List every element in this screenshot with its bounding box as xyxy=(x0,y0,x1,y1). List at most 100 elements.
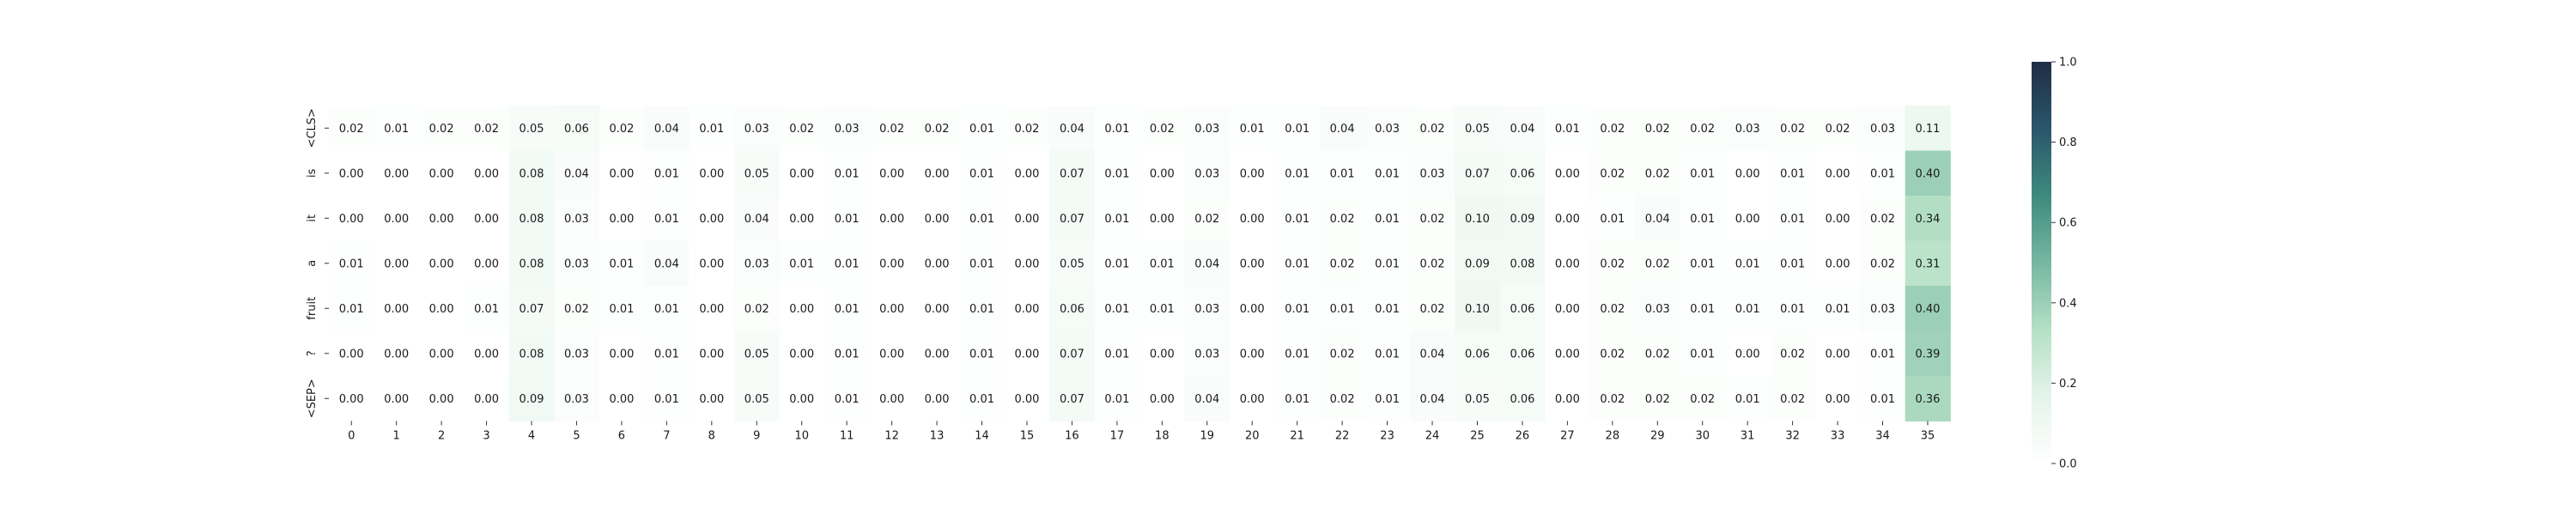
heatmap-cell xyxy=(734,376,781,422)
cell-value-label: 0.01 xyxy=(1735,258,1760,270)
cell-value-label: 0.00 xyxy=(1555,167,1580,180)
heatmap-cell xyxy=(1724,150,1771,197)
heatmap-cell xyxy=(914,240,960,287)
cell-value-label: 0.02 xyxy=(1420,123,1445,136)
cell-value-label: 0.01 xyxy=(1285,258,1309,270)
heatmap-cell xyxy=(1409,196,1455,242)
x-tick-label: 15 xyxy=(1020,430,1035,443)
x-tick-label: 28 xyxy=(1606,430,1620,443)
heatmap-cell xyxy=(1230,106,1276,152)
cell-value-label: 0.03 xyxy=(1735,123,1760,136)
heatmap-cell xyxy=(1139,330,1186,377)
cell-value-label: 0.01 xyxy=(1690,303,1715,316)
heatmap-cell xyxy=(1680,150,1726,197)
cell-value-label: 0.03 xyxy=(1194,348,1219,360)
cell-value-label: 0.01 xyxy=(969,213,994,226)
heatmap-cell xyxy=(959,240,1005,287)
heatmap-cell xyxy=(1499,196,1546,242)
cell-value-label: 0.02 xyxy=(1420,213,1445,226)
cell-value-label: 0.00 xyxy=(1150,213,1175,226)
cell-value-label: 0.03 xyxy=(1870,303,1895,316)
cell-value-label: 0.00 xyxy=(429,258,454,270)
cell-value-label: 0.01 xyxy=(1330,303,1355,316)
cell-value-label: 0.00 xyxy=(609,393,634,406)
heatmap-cell xyxy=(1770,150,1816,197)
cell-value-label: 0.00 xyxy=(879,258,904,270)
x-tick-label: 33 xyxy=(1831,430,1845,443)
heatmap-cell xyxy=(1184,150,1230,197)
heatmap-cell xyxy=(1184,196,1230,242)
heatmap-cell xyxy=(1455,150,1501,197)
cell-value-label: 0.01 xyxy=(835,167,860,180)
x-tick-label: 32 xyxy=(1785,430,1800,443)
colorbar-tick-label: 1.0 xyxy=(2059,57,2077,70)
cell-value-label: 0.02 xyxy=(1014,123,1039,136)
heatmap-cell xyxy=(1455,196,1501,242)
heatmap-cell xyxy=(779,150,825,197)
x-tick-label: 7 xyxy=(663,430,670,443)
heatmap-cell xyxy=(418,330,465,377)
cell-value-label: 0.01 xyxy=(835,213,860,226)
x-tick-label: 11 xyxy=(840,430,854,443)
cell-value-label: 0.08 xyxy=(519,167,544,180)
cell-value-label: 0.02 xyxy=(925,123,950,136)
cell-value-label: 0.02 xyxy=(744,303,769,316)
heatmap-cell xyxy=(1230,376,1276,422)
y-tick-label: <CLS> xyxy=(306,108,319,148)
heatmap-cell xyxy=(869,106,915,152)
heatmap-cell xyxy=(329,286,375,332)
heatmap-cell xyxy=(464,330,510,377)
heatmap-cell xyxy=(1905,286,1951,332)
cell-value-label: 0.01 xyxy=(1285,213,1309,226)
cell-value-label: 0.36 xyxy=(1915,393,1940,406)
heatmap-cell xyxy=(1274,286,1321,332)
cell-value-label: 0.01 xyxy=(1826,303,1850,316)
heatmap-cell xyxy=(554,286,600,332)
heatmap-cell xyxy=(869,196,915,242)
heatmap-cell xyxy=(914,286,960,332)
cell-value-label: 0.00 xyxy=(925,393,950,406)
cell-value-label: 0.02 xyxy=(1150,123,1175,136)
heatmap-cell xyxy=(1680,330,1726,377)
heatmap-cell xyxy=(1814,376,1861,422)
cell-value-label: 0.00 xyxy=(1240,393,1265,406)
heatmap-cell xyxy=(1724,196,1771,242)
cell-value-label: 0.02 xyxy=(1690,393,1715,406)
heatmap-cell xyxy=(374,330,420,377)
x-tick-label: 2 xyxy=(438,430,445,443)
heatmap-cell xyxy=(1499,330,1546,377)
heatmap-cell xyxy=(1139,196,1186,242)
heatmap-cell xyxy=(1139,106,1186,152)
heatmap-cell xyxy=(1455,330,1501,377)
cell-value-label: 0.00 xyxy=(789,167,814,180)
heatmap-cell xyxy=(914,150,960,197)
heatmap-cell xyxy=(1680,106,1726,152)
cell-value-label: 0.00 xyxy=(925,167,950,180)
cell-value-label: 0.40 xyxy=(1915,167,1940,180)
heatmap-cell xyxy=(1499,286,1546,332)
x-tick-label: 1 xyxy=(393,430,400,443)
cell-value-label: 0.00 xyxy=(1555,393,1580,406)
heatmap-cell xyxy=(598,330,645,377)
heatmap-cell xyxy=(1274,196,1321,242)
heatmap-cell xyxy=(1724,240,1771,287)
cell-value-label: 0.01 xyxy=(1780,167,1805,180)
heatmap-cell xyxy=(779,286,825,332)
heatmap-cell xyxy=(1094,376,1140,422)
heatmap-cell xyxy=(823,196,870,242)
heatmap-cell xyxy=(689,196,735,242)
heatmap-cell xyxy=(914,376,960,422)
cell-value-label: 0.01 xyxy=(969,167,994,180)
cell-value-label: 0.00 xyxy=(1826,258,1850,270)
heatmap-cell xyxy=(959,286,1005,332)
x-tick-label: 21 xyxy=(1290,430,1304,443)
cell-value-label: 0.01 xyxy=(1104,123,1129,136)
cell-value-label: 0.02 xyxy=(1600,348,1625,360)
heatmap-cell xyxy=(1004,150,1050,197)
x-tick-label: 18 xyxy=(1155,430,1170,443)
cell-value-label: 0.01 xyxy=(1285,123,1309,136)
cell-value-label: 0.00 xyxy=(429,348,454,360)
y-tick-label: a xyxy=(306,260,319,267)
cell-value-label: 0.05 xyxy=(744,167,769,180)
heatmap-cell xyxy=(1094,240,1140,287)
